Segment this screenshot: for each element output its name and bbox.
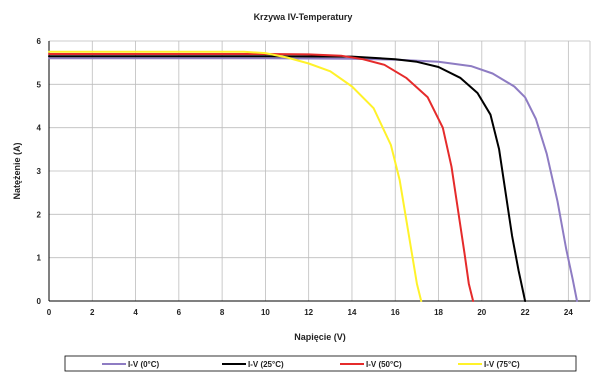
axes bbox=[48, 41, 590, 302]
y-axis-label: Natężenie (A) bbox=[12, 142, 22, 199]
grid bbox=[48, 40, 591, 302]
x-tick-label: 20 bbox=[477, 308, 486, 317]
legend-label: I-V (75°C) bbox=[484, 360, 520, 369]
series-lines bbox=[48, 50, 578, 302]
x-tick-label: 4 bbox=[133, 308, 138, 317]
y-tick-label: 6 bbox=[37, 37, 42, 46]
x-tick-label: 8 bbox=[220, 308, 225, 317]
y-tick-label: 3 bbox=[37, 167, 42, 176]
legend-box bbox=[64, 355, 577, 372]
y-tick-label: 1 bbox=[37, 254, 42, 263]
y-tick-labels: 0 1 2 3 4 5 6 bbox=[37, 37, 42, 306]
y-tick-label: 4 bbox=[37, 124, 42, 133]
series-line-0 bbox=[48, 57, 578, 302]
y-tick-label: 5 bbox=[37, 80, 42, 89]
y-tick-label: 2 bbox=[37, 210, 42, 219]
x-tick-label: 6 bbox=[177, 308, 182, 317]
series-line-1 bbox=[48, 55, 527, 302]
x-tick-label: 22 bbox=[521, 308, 530, 317]
y-tick-label: 0 bbox=[37, 297, 42, 306]
x-tick-label: 24 bbox=[564, 308, 573, 317]
x-tick-label: 16 bbox=[391, 308, 400, 317]
series-line-3 bbox=[48, 50, 423, 302]
legend: I-V (0°C) I-V (25°C) I-V (50°C) I-V (75°C) bbox=[102, 360, 520, 369]
x-tick-label: 12 bbox=[304, 308, 313, 317]
x-tick-label: 18 bbox=[434, 308, 443, 317]
x-tick-labels: 0 2 4 6 8 10 12 14 16 18 20 22 24 bbox=[47, 308, 574, 317]
x-axis-label: Napięcie (V) bbox=[294, 332, 346, 342]
legend-label: I-V (25°C) bbox=[248, 360, 284, 369]
x-tick-label: 0 bbox=[47, 308, 52, 317]
legend-label: I-V (0°C) bbox=[128, 360, 160, 369]
chart-title: Krzywa IV-Temperatury bbox=[254, 12, 353, 22]
series-line-2 bbox=[48, 53, 475, 302]
legend-label: I-V (50°C) bbox=[366, 360, 402, 369]
x-tick-label: 10 bbox=[261, 308, 270, 317]
x-tick-label: 2 bbox=[90, 308, 95, 317]
x-tick-label: 14 bbox=[348, 308, 357, 317]
